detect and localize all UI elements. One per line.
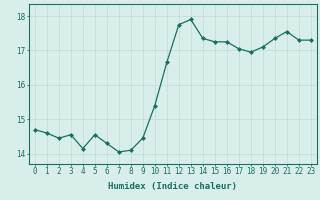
X-axis label: Humidex (Indice chaleur): Humidex (Indice chaleur) [108, 182, 237, 191]
